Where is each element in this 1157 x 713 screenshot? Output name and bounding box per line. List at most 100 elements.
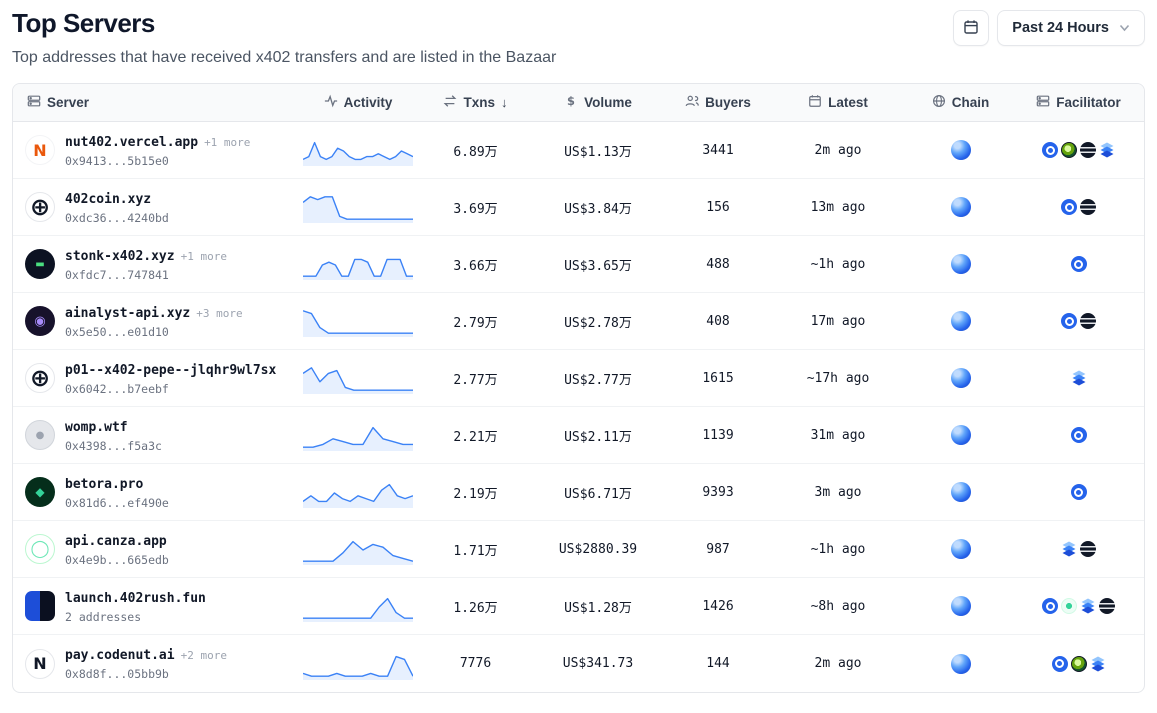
server-cell[interactable]: launch.402rush.fun 2 addresses [13,589,293,624]
table-row[interactable]: N nut402.vercel.app +1 more 0x9413...5b15… [13,122,1144,179]
table-row[interactable]: N pay.codenut.ai +2 more 0x8d8f...05bb9b … [13,635,1144,692]
base-chain-icon [950,140,971,160]
column-label-chain: Chain [951,95,990,110]
table-row[interactable]: ● womp.wtf 0x4398...f5a3c 2.21万 US$2.11万… [13,407,1144,464]
calendar-button[interactable] [953,10,990,46]
table-row[interactable]: launch.402rush.fun 2 addresses 1.26万 US$… [13,578,1144,635]
page-header: Top Servers Top addresses that have rece… [0,0,1157,67]
mint-facilitator-icon [1061,598,1077,614]
activity-sparkline [293,303,423,339]
svg-text:$: $ [567,94,575,108]
server-more-badge: +2 more [180,649,227,662]
table-row[interactable]: ▬ stonk-x402.xyz +1 more 0xfdc7...747841 … [13,236,1144,293]
server-avatar: ● [25,420,55,450]
server-cell[interactable]: N nut402.vercel.app +1 more 0x9413...5b15… [13,133,293,168]
txns-value: 6.89万 [453,144,498,160]
latest-value: 2m ago [814,142,862,158]
activity-sparkline [293,189,423,225]
server-text: ainalyst-api.xyz +3 more 0x5e50...e01d10 [65,304,243,339]
table-row[interactable]: ◯ api.canza.app 0x4e9b...665edb 1.71万 US… [13,521,1144,578]
column-label-latest: Latest [828,95,868,110]
activity-sparkline [293,132,423,168]
toolbar: Past 24 Hours [953,10,1145,46]
dark-lines-facilitator-icon [1080,541,1096,557]
chain-cell [908,425,1013,445]
volume-value: US$2.78万 [564,315,632,331]
activity-icon [324,94,338,111]
activity-sparkline [293,646,423,682]
column-header-chain[interactable]: Chain [908,94,1013,111]
chevron-down-icon [1119,20,1130,36]
server-name: pay.codenut.ai [65,648,175,663]
activity-sparkline [293,531,423,567]
facilitator-cell [1013,541,1144,557]
chain-cell [908,482,1013,502]
table-row[interactable]: ◉ ainalyst-api.xyz +3 more 0x5e50...e01d1… [13,293,1144,350]
activity-sparkline [293,588,423,624]
server-name: launch.402rush.fun [65,590,206,606]
dark-lines-facilitator-icon [1080,142,1096,158]
latest-value: ~1h ago [810,256,866,272]
green-globe-facilitator-icon [1061,142,1077,158]
column-header-volume[interactable]: $ Volume [528,94,668,111]
server-cell[interactable]: ◯ api.canza.app 0x4e9b...665edb [13,532,293,567]
column-header-facilitator[interactable]: Facilitator [1013,94,1144,111]
server-name: ainalyst-api.xyz [65,305,191,321]
server-cell[interactable]: ▬ stonk-x402.xyz +1 more 0xfdc7...747841 [13,247,293,282]
server-cell[interactable]: ⊕ p01--x402-pepe--jlqhr9wl7sx 0x6042...b… [13,361,293,396]
column-header-latest[interactable]: Latest [768,94,908,111]
table-row[interactable]: ◆ betora.pro 0x81d6...ef490e 2.19万 US$6.… [13,464,1144,521]
server-avatar: ▬ [25,249,55,279]
server-avatar: ⊕ [25,363,55,393]
chain-cell [908,368,1013,388]
volume-value: US$6.71万 [564,486,632,502]
activity-sparkline [293,360,423,396]
server-cell[interactable]: ⊕ 402coin.xyz 0xdc36...4240bd [13,190,293,225]
table-row[interactable]: ⊕ 402coin.xyz 0xdc36...4240bd 3.69万 US$3… [13,179,1144,236]
volume-value: US$3.84万 [564,201,632,217]
column-label-txns: Txns [463,95,495,110]
blue-layers-facilitator-icon [1091,656,1104,671]
table-row[interactable]: ⊕ p01--x402-pepe--jlqhr9wl7sx 0x6042...b… [13,350,1144,407]
server-name: 402coin.xyz [65,191,152,207]
chain-cell [908,653,1013,674]
facilitator-cell [1013,199,1144,215]
dark-lines-facilitator-icon [1099,598,1115,614]
latest-value: 31m ago [810,427,866,443]
server-text: stonk-x402.xyz +1 more 0xfdc7...747841 [65,247,227,282]
latest-value: ~1h ago [810,541,866,557]
buyers-value: 9393 [702,484,734,500]
server-text: betora.pro 0x81d6...ef490e [65,475,169,510]
chain-cell [908,596,1013,616]
server-text: pay.codenut.ai +2 more 0x8d8f...05bb9b [65,646,227,681]
cdp-facilitator-icon [1070,256,1087,272]
server-text: nut402.vercel.app +1 more 0x9413...5b15e0 [65,133,250,168]
server-cell[interactable]: ◉ ainalyst-api.xyz +3 more 0x5e50...e01d1… [13,304,293,339]
server-more-badge: +3 more [196,306,243,320]
column-header-buyers[interactable]: Buyers [668,94,768,111]
cdp-facilitator-icon [1051,655,1068,672]
time-range-dropdown[interactable]: Past 24 Hours [997,10,1145,46]
table-header-row: Server Activity Txns ↓ $ Volume [13,84,1144,122]
buyers-icon [685,94,699,111]
base-chain-icon [950,425,971,445]
buyers-value: 408 [706,313,730,329]
column-header-txns[interactable]: Txns ↓ [423,94,528,111]
server-avatar: ⊕ [25,192,55,222]
column-header-activity[interactable]: Activity [293,94,423,111]
buyers-value: 987 [706,541,730,557]
server-cell[interactable]: ● womp.wtf 0x4398...f5a3c [13,418,293,453]
server-avatar: ◉ [25,306,55,336]
page-title: Top Servers [12,8,155,38]
chain-cell [908,539,1013,559]
column-header-server[interactable]: Server [13,94,293,111]
swap-arrows-icon [443,94,457,111]
green-globe-facilitator-icon [1070,655,1087,672]
volume-value: US$1.13万 [564,144,632,160]
txns-value: 7776 [459,656,492,671]
server-cell[interactable]: ◆ betora.pro 0x81d6...ef490e [13,475,293,510]
buyers-value: 144 [706,656,730,671]
server-cell[interactable]: N pay.codenut.ai +2 more 0x8d8f...05bb9b [13,646,293,681]
buyers-value: 156 [706,199,730,215]
top-servers-table: Server Activity Txns ↓ $ Volume [12,83,1145,693]
